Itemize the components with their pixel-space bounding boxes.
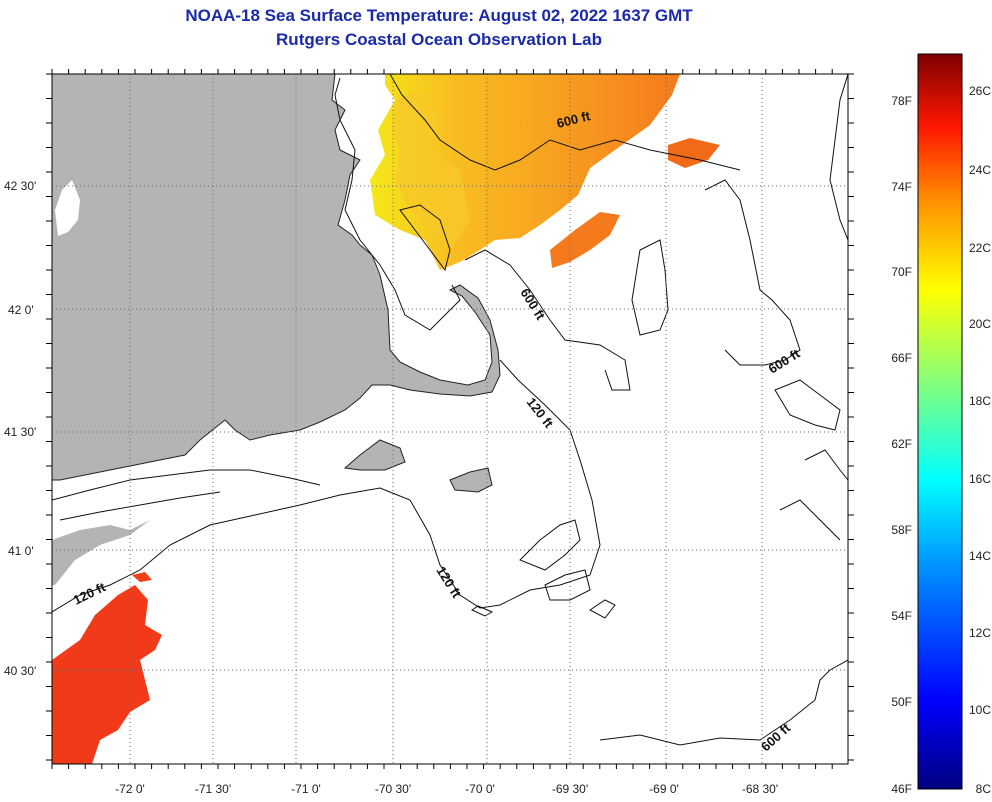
- scale-label-f: 46F: [891, 782, 912, 796]
- lat-label: 40 30': [4, 664, 36, 678]
- scale-label-f: 58F: [891, 523, 912, 537]
- scale-label-f: 70F: [891, 265, 912, 279]
- land-new-england: [52, 74, 500, 480]
- scale-label-f: 74F: [891, 180, 912, 194]
- color-scale-bar: [917, 53, 963, 790]
- depth-contours: [52, 74, 848, 746]
- scale-label-c: 22C: [969, 241, 991, 255]
- sst-patch-southwest: [52, 585, 162, 764]
- scale-label-c: 12C: [969, 626, 991, 640]
- lon-label: -70 0': [465, 782, 495, 796]
- scale-label-f: 66F: [891, 351, 912, 365]
- scale-label-c: 10C: [969, 703, 991, 717]
- land-marthas-vineyard: [345, 440, 405, 470]
- land-nantucket: [450, 468, 492, 492]
- scale-label-f: 54F: [891, 609, 912, 623]
- lon-label: -71 30': [195, 782, 231, 796]
- map-subtitle: Rutgers Coastal Ocean Observation Lab: [276, 30, 602, 49]
- scale-label-c: 8C: [976, 782, 992, 796]
- scale-label-c: 18C: [969, 394, 991, 408]
- lon-label: -68 30': [742, 782, 778, 796]
- scale-label-f: 50F: [891, 695, 912, 709]
- scale-label-f: 78F: [891, 94, 912, 108]
- latitude-labels: 42 30' 42 0' 41 30' 41 0' 40 30': [4, 179, 36, 678]
- scale-label-c: 16C: [969, 472, 991, 486]
- fahrenheit-labels: 78F 74F 70F 66F 62F 58F 54F 50F 46F: [891, 94, 912, 796]
- scale-label-c: 20C: [969, 317, 991, 331]
- sst-patch-mid: [550, 212, 620, 268]
- lat-label: 41 30': [4, 425, 36, 439]
- scale-label-f: 62F: [891, 437, 912, 451]
- land-missing-patch: [55, 180, 80, 236]
- lat-label: 42 0': [8, 303, 34, 317]
- coastlines: [52, 74, 501, 493]
- lon-label: -69 30': [552, 782, 588, 796]
- map-title: NOAA-18 Sea Surface Temperature: August …: [185, 6, 693, 25]
- sst-warm-core: [392, 90, 470, 250]
- frame-ticks: [46, 69, 854, 769]
- lat-label: 41 0': [8, 544, 34, 558]
- scale-label-c: 26C: [969, 84, 991, 98]
- sst-spot-small: [132, 572, 152, 582]
- lon-label: -71 0': [291, 782, 321, 796]
- graticule: [52, 74, 848, 764]
- land-long-island: [52, 520, 150, 585]
- longitude-labels: -72 0' -71 30' -71 0' -70 30' -70 0' -69…: [115, 782, 778, 796]
- scale-label-c: 24C: [969, 163, 991, 177]
- sst-patch-east: [668, 138, 720, 168]
- scale-label-c: 14C: [969, 549, 991, 563]
- lon-label: -70 30': [375, 782, 411, 796]
- lon-label: -69 0': [649, 782, 679, 796]
- lat-label: 42 30': [4, 179, 36, 193]
- lon-label: -72 0': [115, 782, 145, 796]
- celsius-labels: 26C 24C 22C 20C 18C 16C 14C 12C 10C 8C: [969, 84, 991, 796]
